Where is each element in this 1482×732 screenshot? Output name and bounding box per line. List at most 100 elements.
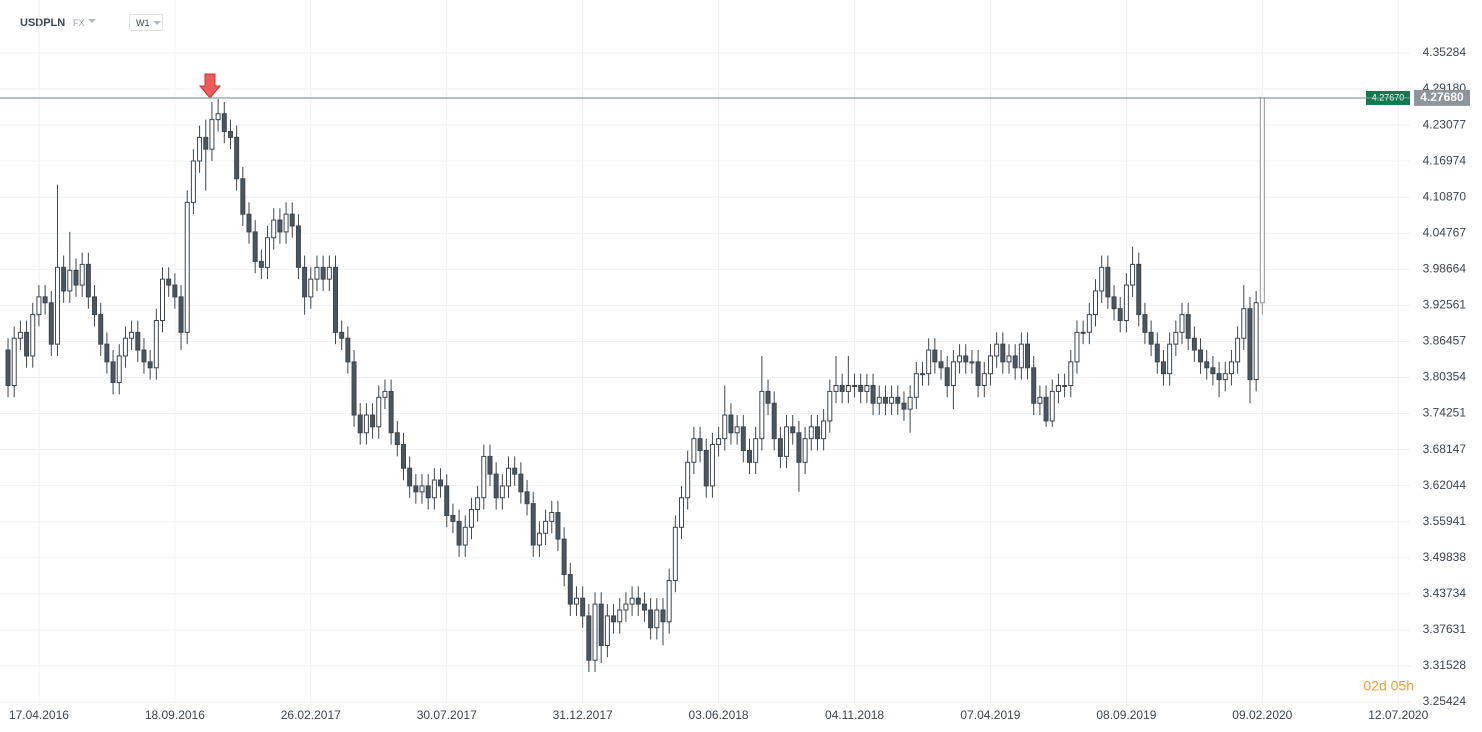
candle-body <box>691 438 697 463</box>
overlay: 4.27670 4.27680 <box>0 73 1470 106</box>
candle-body <box>1123 284 1129 322</box>
y-tick-label: 4.35284 <box>1423 45 1467 59</box>
candle-body <box>116 355 122 384</box>
candle-body <box>852 384 858 387</box>
candle-body <box>1012 355 1018 369</box>
candle-body <box>295 225 301 268</box>
candle-body <box>456 520 462 546</box>
candle-body <box>654 609 660 629</box>
y-tick-label: 3.80354 <box>1423 370 1467 384</box>
candle-body <box>1080 331 1086 334</box>
candle-body <box>598 603 604 646</box>
candle-body <box>1185 314 1191 339</box>
candle-body <box>666 579 672 623</box>
symbol[interactable]: USDPLN <box>20 17 66 29</box>
candle-body <box>1241 308 1247 339</box>
candle-body <box>641 603 647 611</box>
y-tick-label: 3.62044 <box>1423 478 1467 492</box>
candle-body <box>827 390 833 422</box>
candle-body <box>1037 396 1043 404</box>
x-tick-label: 17.04.2016 <box>9 708 69 722</box>
candle-body <box>184 201 190 333</box>
candle-body <box>462 526 468 546</box>
candle-body <box>821 420 827 440</box>
candle-body <box>252 231 258 262</box>
candle-body <box>1043 396 1049 422</box>
candle-body <box>1247 308 1253 381</box>
candle-body <box>1006 355 1012 363</box>
candle-body <box>753 438 759 463</box>
candle-body <box>672 526 678 581</box>
dropdown-caret[interactable] <box>152 20 162 28</box>
candle-body <box>178 296 184 333</box>
candle-body <box>5 349 11 386</box>
candle-body <box>604 615 610 646</box>
candle-body <box>716 438 722 446</box>
candle-body <box>153 320 159 369</box>
y-tick-label: 3.49838 <box>1423 550 1467 564</box>
y-tick-label: 4.04767 <box>1423 225 1467 239</box>
candle-body <box>302 266 308 298</box>
candle-body <box>629 597 635 605</box>
candle-body <box>1117 308 1123 322</box>
candle-body <box>135 331 141 351</box>
timeframe-select[interactable]: W1 <box>129 14 163 31</box>
candle-body <box>227 130 233 138</box>
x-tick-label: 07.04.2019 <box>960 708 1020 722</box>
y-tick-label: 3.55941 <box>1423 514 1467 528</box>
candle-body <box>617 609 623 623</box>
candle-body <box>79 263 85 286</box>
candle-body <box>524 491 530 505</box>
candle-body <box>759 390 765 440</box>
candle-body <box>1160 361 1166 375</box>
candle-body <box>129 331 135 339</box>
candle-body <box>703 449 709 487</box>
candle-body <box>882 396 888 404</box>
market[interactable]: FX <box>73 18 85 28</box>
y-tick-label: 4.16974 <box>1423 153 1467 167</box>
candle-body <box>765 390 771 404</box>
candle-body <box>122 337 128 357</box>
candle-body <box>419 485 425 493</box>
candle-body <box>333 266 339 333</box>
candle-body <box>660 609 666 623</box>
candle-body <box>833 384 839 392</box>
dropdown-caret[interactable] <box>87 17 99 27</box>
candle-body <box>314 266 320 280</box>
x-tick-label: 12.07.2020 <box>1368 708 1428 722</box>
candle-body <box>289 213 295 227</box>
candle-body <box>1068 361 1074 386</box>
candle-body <box>994 343 1000 357</box>
candle-body <box>1259 97 1265 304</box>
candle-body <box>190 160 196 203</box>
candle-body <box>728 414 734 434</box>
candle-body <box>740 426 746 451</box>
candle-body <box>1018 343 1024 369</box>
x-tick-label: 09.02.2020 <box>1232 708 1292 722</box>
candle-body <box>957 355 963 363</box>
candle-body <box>586 615 592 661</box>
candle-body <box>1062 384 1068 387</box>
candle-body <box>1191 337 1197 351</box>
candle-body <box>283 213 289 233</box>
candle-body <box>870 384 876 404</box>
candle-body <box>913 373 919 398</box>
candle-body <box>1228 361 1234 375</box>
candle-body <box>265 237 271 268</box>
candle-body <box>709 444 715 487</box>
candle-body <box>549 512 555 522</box>
price-label: 4.27680 <box>1420 90 1464 104</box>
candle-body <box>1216 373 1222 381</box>
y-tick-label: 3.98664 <box>1423 261 1467 275</box>
candle-body <box>221 113 227 132</box>
candle-body <box>166 278 172 286</box>
candle-body <box>1167 343 1173 375</box>
candle-body <box>468 509 474 528</box>
candle-body <box>1031 367 1037 404</box>
price-label-box <box>1414 89 1470 106</box>
candle-body <box>98 314 104 345</box>
candle-body <box>351 361 357 416</box>
candle-body <box>24 331 30 357</box>
candle-body <box>1148 331 1154 345</box>
